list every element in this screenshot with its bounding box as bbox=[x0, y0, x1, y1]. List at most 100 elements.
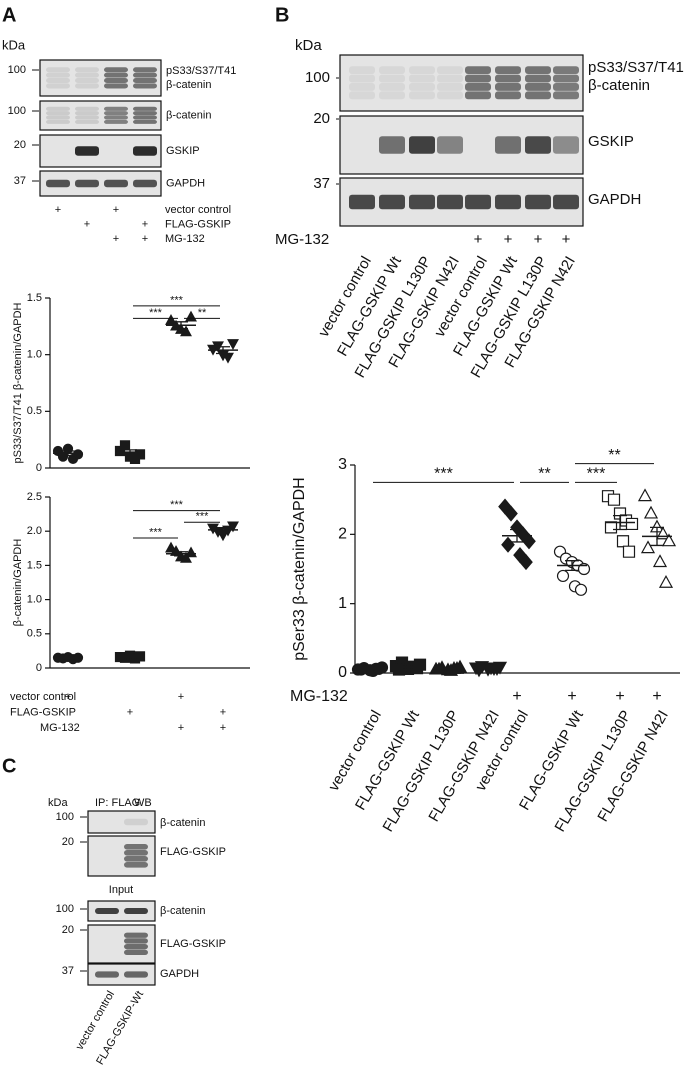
band bbox=[379, 66, 405, 75]
band bbox=[409, 194, 435, 210]
y-tick-label: 0.5 bbox=[27, 628, 42, 640]
band bbox=[553, 91, 579, 100]
band bbox=[75, 179, 99, 188]
mw-marker: 100 bbox=[305, 69, 330, 86]
significance-label: *** bbox=[149, 307, 163, 319]
band bbox=[465, 74, 491, 83]
mw-marker: 100 bbox=[56, 903, 74, 915]
band bbox=[525, 83, 551, 91]
band bbox=[124, 971, 148, 978]
error-bar bbox=[216, 346, 230, 355]
band bbox=[75, 111, 99, 116]
y-tick-label: 1 bbox=[338, 595, 347, 612]
error-bar bbox=[363, 667, 377, 671]
error-bar bbox=[441, 667, 455, 671]
data-point bbox=[556, 569, 570, 582]
band bbox=[409, 136, 435, 154]
mw-marker: 100 bbox=[8, 64, 26, 76]
y-tick-label: 3 bbox=[338, 456, 347, 473]
condition-mark: + bbox=[567, 688, 576, 705]
significance-label: ** bbox=[198, 307, 207, 319]
mw-marker: 20 bbox=[62, 836, 74, 848]
band bbox=[379, 91, 405, 100]
y-tick-label: 1.0 bbox=[27, 594, 42, 606]
band bbox=[46, 67, 70, 73]
panel-letter: A bbox=[2, 4, 16, 26]
blot-label: β-catenin bbox=[166, 109, 211, 121]
error-bar bbox=[174, 321, 188, 330]
condition-label: vector control bbox=[10, 691, 76, 703]
band bbox=[495, 66, 521, 75]
wb-label: WB bbox=[134, 797, 152, 809]
band bbox=[495, 74, 521, 83]
band bbox=[133, 179, 157, 188]
unit-label: kDa bbox=[2, 37, 26, 52]
data-point bbox=[652, 554, 668, 568]
blot-label: β-catenin bbox=[160, 817, 205, 829]
blot-label: β-catenin bbox=[588, 77, 650, 94]
band bbox=[379, 194, 405, 210]
condition-mark: + bbox=[220, 706, 226, 718]
y-tick-label: 2 bbox=[338, 526, 347, 543]
condition-mark: + bbox=[178, 691, 184, 703]
band bbox=[133, 67, 157, 73]
band bbox=[553, 83, 579, 91]
band bbox=[104, 78, 128, 84]
band bbox=[465, 83, 491, 91]
band bbox=[409, 74, 435, 83]
condition-mark: + bbox=[65, 691, 71, 703]
band bbox=[104, 67, 128, 73]
x-tick-label: FLAG-GSKIP N42I bbox=[594, 707, 672, 824]
blot bbox=[87, 900, 156, 922]
band bbox=[437, 136, 463, 154]
band bbox=[379, 136, 405, 154]
band bbox=[437, 194, 463, 210]
data-point bbox=[625, 517, 639, 531]
blot-label: β-catenin bbox=[166, 79, 211, 91]
blot-label: GSKIP bbox=[588, 133, 634, 150]
band bbox=[437, 83, 463, 91]
data-point bbox=[637, 488, 653, 502]
condition-label: MG-132 bbox=[165, 233, 205, 245]
data-point bbox=[522, 533, 536, 550]
y-tick-label: 0 bbox=[36, 662, 42, 674]
condition-mark: + bbox=[178, 722, 184, 734]
data-point bbox=[180, 551, 192, 563]
band bbox=[104, 72, 128, 78]
band bbox=[495, 83, 521, 91]
blot-label: GAPDH bbox=[160, 968, 199, 980]
y-tick-label: 1.5 bbox=[27, 559, 42, 571]
condition-mark: + bbox=[504, 231, 513, 248]
blot bbox=[339, 54, 584, 112]
mw-marker: 20 bbox=[313, 110, 330, 127]
band bbox=[409, 91, 435, 100]
band bbox=[553, 66, 579, 75]
band bbox=[75, 67, 99, 73]
condition-label: vector control bbox=[165, 204, 231, 216]
band bbox=[495, 136, 521, 154]
y-tick-label: 0.5 bbox=[27, 405, 42, 417]
band bbox=[553, 194, 579, 210]
significance-label: *** bbox=[170, 499, 184, 511]
panel-letter: B bbox=[275, 4, 289, 26]
condition-label: MG-132 bbox=[275, 231, 329, 248]
band bbox=[349, 83, 375, 91]
band bbox=[495, 91, 521, 100]
significance-label: *** bbox=[149, 526, 163, 538]
condition-mark: + bbox=[142, 218, 148, 230]
band bbox=[75, 115, 99, 120]
band bbox=[465, 91, 491, 100]
band bbox=[124, 844, 148, 850]
blot-label: GAPDH bbox=[166, 177, 205, 189]
condition-mark: + bbox=[84, 218, 90, 230]
band bbox=[495, 194, 521, 210]
band bbox=[46, 72, 70, 78]
significance-label: *** bbox=[170, 294, 184, 306]
data-point bbox=[501, 536, 515, 553]
blot bbox=[87, 835, 156, 877]
error-bar bbox=[61, 450, 75, 457]
band bbox=[437, 91, 463, 100]
band bbox=[525, 136, 551, 154]
y-axis-label: pSer33 β-catenin/GAPDH bbox=[291, 477, 308, 661]
